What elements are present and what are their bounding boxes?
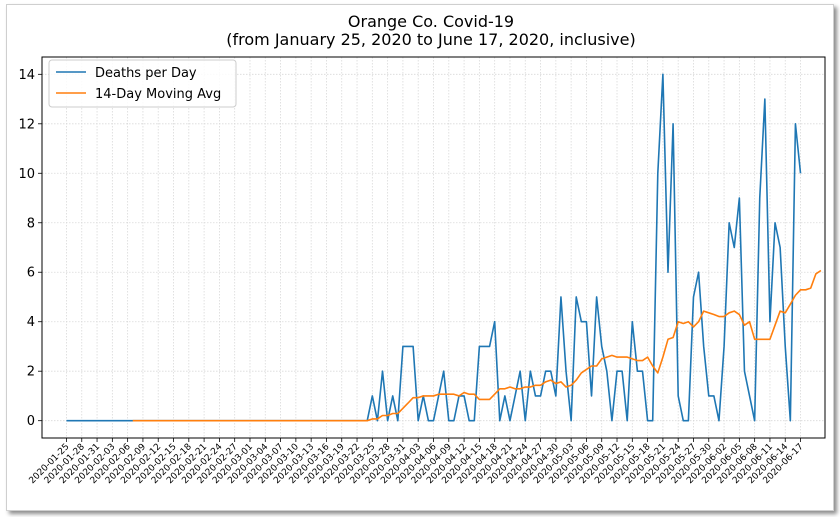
legend-box bbox=[48, 59, 237, 108]
grid bbox=[42, 57, 825, 438]
legend: Deaths per Day 14-Day Moving Avg bbox=[48, 59, 237, 108]
y-tick-label: 10 bbox=[18, 167, 35, 182]
axis-ticks: 024681012142020-01-252020-01-282020-01-3… bbox=[18, 68, 805, 486]
y-tick-label: 6 bbox=[27, 266, 35, 281]
y-tick-label: 4 bbox=[27, 315, 35, 330]
y-tick-label: 8 bbox=[27, 216, 35, 231]
y-tick-label: 12 bbox=[18, 117, 35, 132]
series-line-14-day-moving-avg bbox=[132, 269, 822, 422]
y-tick-label: 2 bbox=[27, 365, 35, 380]
chart-subtitle: (from January 25, 2020 to June 17, 2020,… bbox=[226, 30, 635, 49]
y-tick-label: 0 bbox=[27, 414, 35, 429]
legend-label-moving-avg: 14-Day Moving Avg bbox=[95, 87, 221, 102]
legend-label-deaths: Deaths per Day bbox=[95, 66, 197, 81]
series bbox=[66, 73, 822, 422]
chart-title: Orange Co. Covid-19 bbox=[348, 12, 514, 31]
y-tick-label: 14 bbox=[18, 68, 35, 83]
